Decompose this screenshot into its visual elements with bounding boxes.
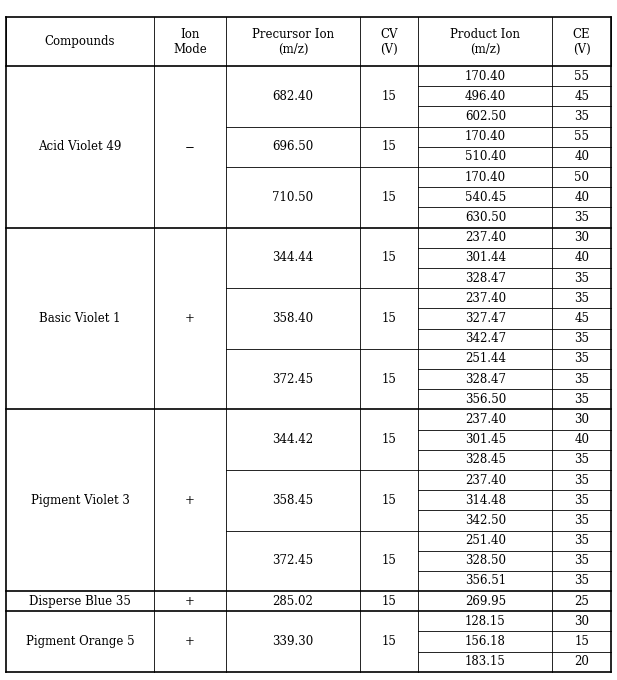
Text: 237.40: 237.40 xyxy=(465,473,506,486)
Text: 35: 35 xyxy=(574,352,589,365)
Text: 328.45: 328.45 xyxy=(465,454,506,466)
Text: 251.44: 251.44 xyxy=(465,352,506,365)
Text: 35: 35 xyxy=(574,534,589,547)
Text: 35: 35 xyxy=(574,292,589,305)
Text: +: + xyxy=(185,635,195,648)
Text: 496.40: 496.40 xyxy=(465,90,506,103)
Text: 339.30: 339.30 xyxy=(273,635,313,648)
Text: 35: 35 xyxy=(574,271,589,285)
Text: 15: 15 xyxy=(382,635,397,648)
Text: 710.50: 710.50 xyxy=(273,191,313,204)
Text: 328.50: 328.50 xyxy=(465,554,506,567)
Text: 237.40: 237.40 xyxy=(465,413,506,426)
Text: 15: 15 xyxy=(382,90,397,103)
Text: 40: 40 xyxy=(574,191,589,204)
Text: 630.50: 630.50 xyxy=(465,211,506,224)
Text: 35: 35 xyxy=(574,454,589,466)
Text: 35: 35 xyxy=(574,554,589,567)
Text: 356.51: 356.51 xyxy=(465,575,506,588)
Text: 356.50: 356.50 xyxy=(465,393,506,406)
Text: 170.40: 170.40 xyxy=(465,131,506,143)
Text: 15: 15 xyxy=(382,494,397,507)
Text: 344.44: 344.44 xyxy=(273,252,313,265)
Text: Compounds: Compounds xyxy=(45,35,115,48)
Text: Disperse Blue 35: Disperse Blue 35 xyxy=(29,595,131,608)
Text: 30: 30 xyxy=(574,413,589,426)
Text: 170.40: 170.40 xyxy=(465,171,506,184)
Text: 237.40: 237.40 xyxy=(465,292,506,305)
Text: 45: 45 xyxy=(574,90,589,103)
Text: 372.45: 372.45 xyxy=(273,373,313,386)
Text: 40: 40 xyxy=(574,252,589,265)
Text: 301.44: 301.44 xyxy=(465,252,506,265)
Text: 342.50: 342.50 xyxy=(465,514,506,527)
Text: CV
(V): CV (V) xyxy=(380,28,398,56)
Text: +: + xyxy=(185,595,195,608)
Text: 15: 15 xyxy=(382,554,397,567)
Text: 20: 20 xyxy=(574,656,589,668)
Text: 237.40: 237.40 xyxy=(465,231,506,244)
Text: 170.40: 170.40 xyxy=(465,70,506,83)
Text: 251.40: 251.40 xyxy=(465,534,506,547)
Text: 372.45: 372.45 xyxy=(273,554,313,567)
Text: 55: 55 xyxy=(574,70,589,83)
Text: 15: 15 xyxy=(574,635,589,648)
Text: 15: 15 xyxy=(382,252,397,265)
Text: −: − xyxy=(185,140,195,154)
Text: Acid Violet 49: Acid Violet 49 xyxy=(38,140,122,154)
Text: 602.50: 602.50 xyxy=(465,110,506,123)
Text: 25: 25 xyxy=(574,595,589,608)
Text: CE
(V): CE (V) xyxy=(573,28,590,56)
Text: 510.40: 510.40 xyxy=(465,150,506,163)
Text: +: + xyxy=(185,494,195,507)
Text: 15: 15 xyxy=(382,373,397,386)
Text: 15: 15 xyxy=(382,595,397,608)
Text: 342.47: 342.47 xyxy=(465,333,506,345)
Text: 35: 35 xyxy=(574,575,589,588)
Text: Pigment Orange 5: Pigment Orange 5 xyxy=(26,635,135,648)
Text: 285.02: 285.02 xyxy=(273,595,313,608)
Text: 35: 35 xyxy=(574,211,589,224)
Text: 35: 35 xyxy=(574,473,589,486)
Text: Ion
Mode: Ion Mode xyxy=(173,28,207,56)
Text: 35: 35 xyxy=(574,514,589,527)
Text: +: + xyxy=(185,312,195,325)
Text: 40: 40 xyxy=(574,150,589,163)
Text: 30: 30 xyxy=(574,615,589,628)
Text: 696.50: 696.50 xyxy=(273,140,313,154)
Text: 15: 15 xyxy=(382,312,397,325)
Text: Precursor Ion
(m/z): Precursor Ion (m/z) xyxy=(252,28,334,56)
Text: 15: 15 xyxy=(382,433,397,446)
Text: 358.40: 358.40 xyxy=(273,312,313,325)
Text: 35: 35 xyxy=(574,373,589,386)
Text: 344.42: 344.42 xyxy=(273,433,313,446)
Text: 15: 15 xyxy=(382,140,397,154)
Text: 45: 45 xyxy=(574,312,589,325)
Text: 35: 35 xyxy=(574,393,589,406)
Text: 328.47: 328.47 xyxy=(465,271,506,285)
Text: 156.18: 156.18 xyxy=(465,635,506,648)
Text: 682.40: 682.40 xyxy=(273,90,313,103)
Text: Basic Violet 1: Basic Violet 1 xyxy=(39,312,121,325)
Text: 128.15: 128.15 xyxy=(465,615,506,628)
Text: 314.48: 314.48 xyxy=(465,494,506,507)
Text: 301.45: 301.45 xyxy=(465,433,506,446)
Text: 358.45: 358.45 xyxy=(273,494,313,507)
Text: Pigment Violet 3: Pigment Violet 3 xyxy=(31,494,130,507)
Text: 35: 35 xyxy=(574,333,589,345)
Text: 327.47: 327.47 xyxy=(465,312,506,325)
Text: 30: 30 xyxy=(574,231,589,244)
Text: Product Ion
(m/z): Product Ion (m/z) xyxy=(450,28,520,56)
Text: 50: 50 xyxy=(574,171,589,184)
Text: 540.45: 540.45 xyxy=(465,191,506,204)
Text: 328.47: 328.47 xyxy=(465,373,506,386)
Text: 269.95: 269.95 xyxy=(465,595,506,608)
Text: 35: 35 xyxy=(574,110,589,123)
Text: 40: 40 xyxy=(574,433,589,446)
Text: 55: 55 xyxy=(574,131,589,143)
Text: 183.15: 183.15 xyxy=(465,656,506,668)
Text: 35: 35 xyxy=(574,494,589,507)
Text: 15: 15 xyxy=(382,191,397,204)
